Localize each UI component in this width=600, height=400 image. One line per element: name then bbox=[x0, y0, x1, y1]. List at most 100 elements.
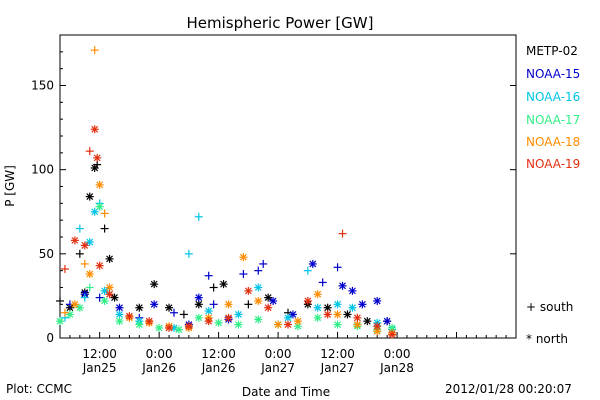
point-noaa-19-6 bbox=[95, 261, 104, 270]
point-noaa-17-7 bbox=[135, 320, 144, 329]
point-noaa-15-10 bbox=[209, 300, 218, 309]
data-points bbox=[56, 46, 397, 339]
point-noaa-15-6 bbox=[170, 308, 178, 317]
point-metp-02-18 bbox=[264, 293, 273, 302]
point-noaa-18-15 bbox=[254, 296, 263, 305]
point-noaa-19-10 bbox=[165, 323, 174, 332]
point-noaa-19-17 bbox=[303, 296, 312, 305]
point-noaa-17-17 bbox=[333, 320, 342, 329]
south-marker-symbol: + bbox=[526, 300, 537, 314]
point-noaa-15-14 bbox=[259, 259, 268, 268]
x-tick-time-2: 12:00 bbox=[201, 347, 236, 361]
point-noaa-19-19 bbox=[338, 229, 347, 238]
point-noaa-15-12 bbox=[239, 270, 248, 279]
point-noaa-17-10 bbox=[194, 313, 203, 322]
point-noaa-15-19 bbox=[333, 263, 342, 272]
point-noaa-18-18 bbox=[313, 290, 322, 299]
point-noaa-18-7 bbox=[105, 283, 114, 292]
point-metp-02-16 bbox=[219, 280, 228, 289]
x-tick-time-3: 0:00 bbox=[265, 347, 292, 361]
point-noaa-17-9 bbox=[174, 325, 183, 334]
legend-noaa-17: NOAA-17 bbox=[526, 113, 581, 127]
point-noaa-16-7 bbox=[115, 310, 124, 319]
point-noaa-15-20 bbox=[338, 281, 347, 290]
point-noaa-16-3 bbox=[85, 238, 94, 247]
point-noaa-16-15 bbox=[284, 313, 292, 322]
legend-noaa-16: NOAA-16 bbox=[526, 90, 581, 104]
point-noaa-19-13 bbox=[224, 313, 233, 322]
point-noaa-16-12 bbox=[204, 307, 213, 316]
point-noaa-18-13 bbox=[224, 300, 233, 309]
point-noaa-16-19 bbox=[348, 303, 357, 312]
point-noaa-16-11 bbox=[194, 212, 203, 221]
point-noaa-16-10 bbox=[184, 249, 193, 258]
point-noaa-17-1 bbox=[65, 310, 74, 319]
point-metp-02-22 bbox=[343, 310, 352, 319]
point-noaa-15-24 bbox=[383, 317, 392, 326]
x-tick-time-1: 0:00 bbox=[146, 347, 173, 361]
point-noaa-19-11 bbox=[184, 322, 193, 331]
point-noaa-19-16 bbox=[284, 320, 292, 329]
y-tick-label-100: 100 bbox=[31, 163, 54, 177]
x-tick-date-3: Jan27 bbox=[260, 361, 295, 375]
point-noaa-15-21 bbox=[348, 286, 357, 295]
point-noaa-19-22 bbox=[388, 330, 397, 339]
point-noaa-18-0 bbox=[60, 308, 69, 317]
x-tick-time-4: 12:00 bbox=[320, 347, 355, 361]
point-metp-02-10 bbox=[135, 303, 144, 312]
point-noaa-17-5 bbox=[100, 296, 109, 305]
y-tick-label-50: 50 bbox=[39, 247, 54, 261]
legend-noaa-19: NOAA-19 bbox=[526, 157, 581, 171]
point-noaa-19-4 bbox=[90, 125, 99, 134]
point-noaa-19-5 bbox=[93, 153, 102, 162]
x-tick-date-0: Jan25 bbox=[82, 361, 117, 375]
point-metp-02-7 bbox=[100, 224, 109, 233]
point-metp-02-8 bbox=[105, 254, 114, 263]
point-noaa-17-0 bbox=[56, 317, 64, 326]
point-noaa-15-13 bbox=[254, 266, 263, 275]
x-tick-date-2: Jan26 bbox=[201, 361, 236, 375]
point-noaa-18-3 bbox=[85, 270, 94, 279]
point-noaa-17-4 bbox=[95, 202, 104, 211]
north-marker-label: north bbox=[535, 332, 569, 346]
point-noaa-18-17 bbox=[293, 317, 302, 326]
point-noaa-18-19 bbox=[333, 310, 342, 319]
point-noaa-17-12 bbox=[234, 320, 243, 329]
chart-title: Hemispheric Power [GW] bbox=[187, 14, 374, 32]
point-noaa-19-0 bbox=[60, 264, 69, 273]
point-metp-02-9 bbox=[110, 293, 119, 302]
point-noaa-15-3 bbox=[115, 303, 124, 312]
south-marker-label: south bbox=[539, 300, 574, 314]
point-noaa-16-6 bbox=[100, 286, 109, 295]
point-noaa-16-2 bbox=[80, 293, 89, 302]
point-noaa-16-18 bbox=[333, 300, 342, 309]
x-tick-date-1: Jan26 bbox=[141, 361, 176, 375]
point-metp-02-0 bbox=[56, 296, 64, 305]
marker-legend-north: * north bbox=[526, 332, 568, 346]
x-tick-time-0: 12:00 bbox=[82, 347, 117, 361]
legend-noaa-15: NOAA-15 bbox=[526, 67, 581, 81]
y-axis: 0 50 100 150 bbox=[31, 51, 516, 345]
point-noaa-16-17 bbox=[313, 303, 322, 312]
point-metp-02-15 bbox=[209, 283, 218, 292]
point-noaa-18-5 bbox=[95, 180, 104, 189]
point-noaa-15-2 bbox=[95, 293, 104, 302]
point-noaa-17-6 bbox=[115, 317, 124, 326]
north-marker-symbol: * bbox=[526, 332, 532, 346]
y-axis-label: P [GW] bbox=[3, 165, 17, 207]
point-metp-02-12 bbox=[165, 303, 174, 312]
legend-noaa-18: NOAA-18 bbox=[526, 135, 581, 149]
point-noaa-18-6 bbox=[100, 209, 109, 218]
point-noaa-15-15 bbox=[269, 296, 278, 305]
point-metp-02-13 bbox=[179, 310, 188, 319]
point-metp-02-4 bbox=[85, 192, 94, 201]
point-noaa-15-17 bbox=[308, 259, 317, 268]
point-noaa-16-16 bbox=[303, 266, 312, 275]
point-noaa-17-8 bbox=[155, 323, 164, 332]
point-noaa-17-13 bbox=[254, 315, 263, 324]
x-tick-date-4: Jan27 bbox=[320, 361, 355, 375]
point-noaa-15-22 bbox=[358, 300, 367, 309]
plot-source: Plot: CCMC bbox=[6, 382, 72, 396]
point-noaa-19-14 bbox=[244, 286, 253, 295]
point-noaa-19-20 bbox=[353, 313, 362, 322]
